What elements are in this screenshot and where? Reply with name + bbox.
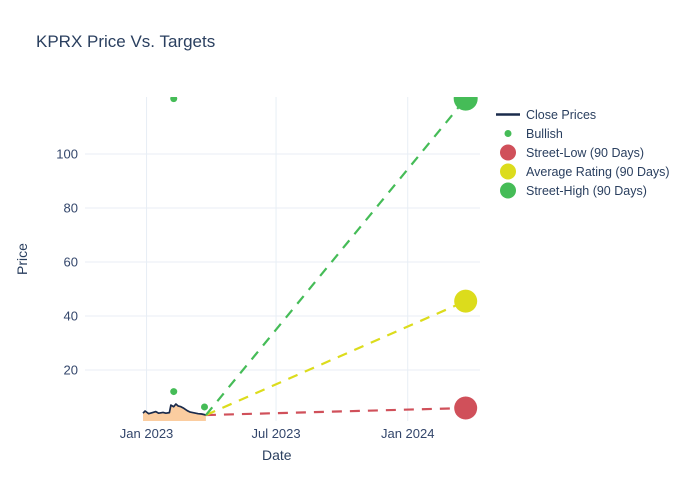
x-axis-title: Date: [262, 447, 292, 463]
target-marker: [453, 97, 478, 111]
target-marker: [454, 289, 478, 313]
projection-dashed-line: [205, 406, 466, 417]
series-layer: [142, 97, 478, 421]
y-tick-label: 100: [56, 146, 78, 161]
y-tick-label: 60: [64, 254, 78, 269]
y-axis-title: Price: [14, 243, 30, 275]
close-prices-area: [143, 404, 206, 421]
legend-label: Street-Low (90 Days): [526, 145, 645, 160]
chart-title: KPRX Price Vs. Targets: [36, 32, 216, 51]
legend-item-average-rating-90-days[interactable]: Average Rating (90 Days): [495, 162, 670, 181]
legend: Close Prices Bullish Street-Low (90 Days) A…: [495, 105, 670, 200]
legend-label: Close Prices: [526, 107, 597, 122]
dot-swatch-icon: [500, 182, 516, 199]
x-tick-label: Jan 2024: [381, 426, 435, 441]
legend-label: Average Rating (90 Days): [526, 164, 670, 179]
bullish-marker: [170, 97, 178, 103]
y-tick-label: 20: [64, 362, 78, 377]
dot-swatch-icon: [500, 163, 516, 180]
x-tick-label: Jul 2023: [251, 426, 300, 441]
dot-swatch-icon: [500, 144, 516, 161]
projection-dashed-line: [205, 97, 467, 416]
legend-item-bullish[interactable]: Bullish: [495, 124, 670, 143]
dot-swatch-icon: [504, 130, 512, 137]
y-tick-label: 80: [64, 200, 78, 215]
line-swatch-icon: [496, 113, 520, 116]
bullish-marker: [201, 403, 209, 411]
bullish-marker: [170, 388, 178, 396]
close-prices-line: [142, 403, 207, 416]
y-tick-label: 40: [64, 308, 78, 323]
x-tick-label: Jan 2023: [120, 426, 174, 441]
legend-item-close-prices[interactable]: Close Prices: [495, 105, 670, 124]
legend-item-street-high-90-days[interactable]: Street-High (90 Days): [495, 181, 670, 200]
legend-label: Street-High (90 Days): [526, 183, 647, 198]
target-marker: [454, 396, 478, 420]
plot-area[interactable]: [85, 97, 480, 421]
legend-item-street-low-90-days[interactable]: Street-Low (90 Days): [495, 143, 670, 162]
legend-label: Bullish: [526, 126, 563, 141]
projection-dashed-line: [205, 300, 467, 417]
